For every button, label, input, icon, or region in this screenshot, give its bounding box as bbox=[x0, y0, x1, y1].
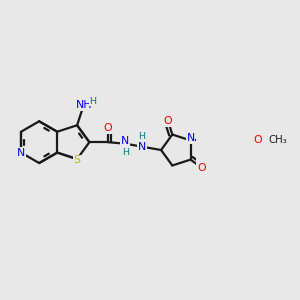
Text: S: S bbox=[74, 155, 81, 165]
Text: N: N bbox=[138, 142, 146, 152]
Text: N: N bbox=[186, 134, 195, 143]
Text: O: O bbox=[254, 135, 262, 146]
Text: O: O bbox=[164, 116, 172, 127]
Text: CH₃: CH₃ bbox=[269, 135, 288, 146]
Text: NH: NH bbox=[76, 100, 92, 110]
Text: N: N bbox=[17, 148, 25, 158]
Text: H: H bbox=[122, 148, 129, 158]
Text: N: N bbox=[121, 136, 130, 146]
Text: O: O bbox=[197, 163, 206, 172]
Text: H: H bbox=[138, 132, 145, 141]
Text: O: O bbox=[103, 124, 112, 134]
Text: H: H bbox=[89, 97, 96, 106]
